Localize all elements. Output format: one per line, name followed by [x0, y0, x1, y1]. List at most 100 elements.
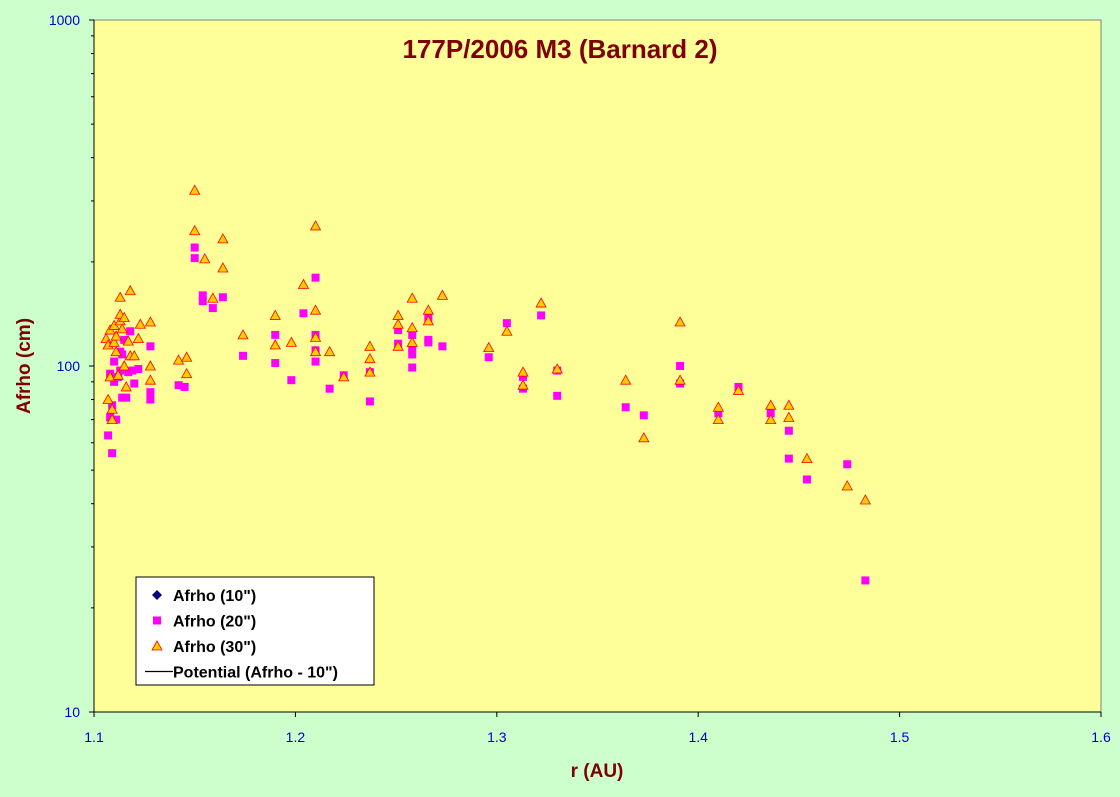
data-point-square: [180, 382, 189, 391]
data-point-triangle: [102, 393, 114, 404]
data-point-square: [484, 353, 493, 362]
data-point-triangle: [422, 315, 435, 326]
data-point-triangle: [638, 432, 650, 443]
x-tick-label: 1.5: [890, 729, 910, 745]
data-point-square: [128, 366, 137, 375]
data-point-square: [676, 362, 685, 370]
legend-marker-diamond: [152, 590, 162, 600]
data-point-triangle: [501, 325, 513, 336]
data-point-triangle: [106, 413, 118, 424]
data-point-triangle: [801, 452, 813, 463]
data-point-triangle: [172, 354, 185, 365]
data-point-square: [621, 403, 630, 412]
data-point-triangle: [104, 371, 116, 382]
data-point-triangle: [309, 345, 322, 357]
data-point-square: [208, 304, 217, 313]
data-point-square: [122, 393, 131, 402]
data-point-triangle: [674, 316, 686, 327]
chart-title: 177P/2006 M3 (Barnard 2): [402, 34, 717, 64]
data-point-triangle: [406, 336, 418, 347]
legend: Afrho (10") Afrho (20") Afrho (30") Potenti…: [135, 576, 375, 686]
data-point-square: [174, 381, 183, 390]
data-point-triangle: [118, 311, 130, 323]
data-point-square: [287, 376, 296, 385]
data-point-triangle: [323, 345, 336, 357]
data-point-square: [120, 335, 129, 344]
data-point-triangle: [338, 371, 350, 382]
data-point-square: [118, 393, 127, 402]
data-point-triangle: [217, 262, 229, 273]
data-point-square: [408, 343, 417, 352]
axes: 1.1 1.2 1.3 1.4 1.5 1.6 10 100 1000: [49, 12, 1111, 745]
data-point-square: [271, 330, 280, 339]
data-point-triangle: [114, 291, 126, 302]
data-point-square: [325, 384, 334, 393]
data-point-square: [130, 379, 139, 388]
data-point-square: [134, 365, 143, 374]
x-tick-label: 1.1: [84, 729, 104, 745]
legend-label: Afrho (10"): [173, 588, 256, 605]
data-point-triangle: [189, 184, 201, 195]
data-point-square: [146, 342, 155, 351]
data-point-triangle: [285, 336, 298, 347]
data-point-square: [802, 475, 811, 484]
legend-label: Afrho (30"): [173, 639, 256, 656]
data-point-square: [553, 391, 562, 400]
data-point-triangle: [112, 369, 124, 380]
data-point-square: [408, 350, 417, 359]
data-point-triangle: [765, 399, 777, 410]
data-point-square: [146, 388, 155, 397]
data-point-square: [311, 357, 320, 366]
data-point-triangle: [144, 360, 157, 371]
data-point-triangle: [364, 340, 376, 351]
data-point-square: [116, 366, 125, 375]
data-point-triangle: [783, 411, 795, 422]
data-point-square: [766, 409, 775, 418]
data-point-triangle: [674, 374, 686, 385]
data-point-square: [110, 357, 119, 366]
data-point-triangle: [364, 352, 376, 364]
data-point-square: [190, 243, 199, 252]
data-point-square: [146, 395, 155, 404]
data-point-triangle: [422, 304, 435, 315]
data-point-triangle: [269, 309, 281, 320]
x-tick-label: 1.3: [487, 729, 507, 745]
data-point-square: [518, 372, 527, 381]
data-point-triangle: [108, 336, 120, 347]
data-point-triangle: [783, 399, 795, 410]
data-point-square: [218, 293, 227, 302]
y-tick-label: 10: [64, 704, 80, 720]
data-point-triangle: [436, 289, 449, 300]
data-point-triangle: [144, 374, 157, 385]
data-point-square: [502, 319, 511, 328]
data-point-triangle: [620, 374, 632, 385]
data-point-square: [394, 326, 403, 335]
data-point-square: [311, 273, 320, 282]
x-tick-label: 1.4: [688, 729, 708, 745]
data-point-square: [239, 351, 248, 360]
data-point-triangle: [180, 367, 193, 379]
data-point-triangle: [120, 381, 132, 392]
data-point-triangle: [392, 318, 404, 329]
y-tick-label: 1000: [49, 12, 80, 28]
data-point-triangle: [116, 323, 128, 334]
data-point-triangle: [517, 366, 529, 377]
data-point-square: [118, 350, 127, 359]
y-axis-label: Afrho (cm): [14, 318, 35, 414]
data-point-triangle: [269, 339, 281, 350]
data-point-square: [108, 449, 117, 458]
data-point-square: [784, 454, 793, 463]
data-point-square: [198, 291, 207, 300]
data-point-triangle: [217, 233, 229, 244]
data-point-triangle: [128, 350, 140, 361]
data-point-square: [784, 426, 793, 435]
data-point-triangle: [859, 494, 872, 505]
legend-marker-square: [153, 616, 161, 625]
data-point-triangle: [364, 366, 376, 377]
data-point-triangle: [106, 403, 118, 414]
data-point-square: [198, 297, 207, 306]
data-point-triangle: [189, 224, 201, 236]
data-point-square: [110, 377, 119, 386]
